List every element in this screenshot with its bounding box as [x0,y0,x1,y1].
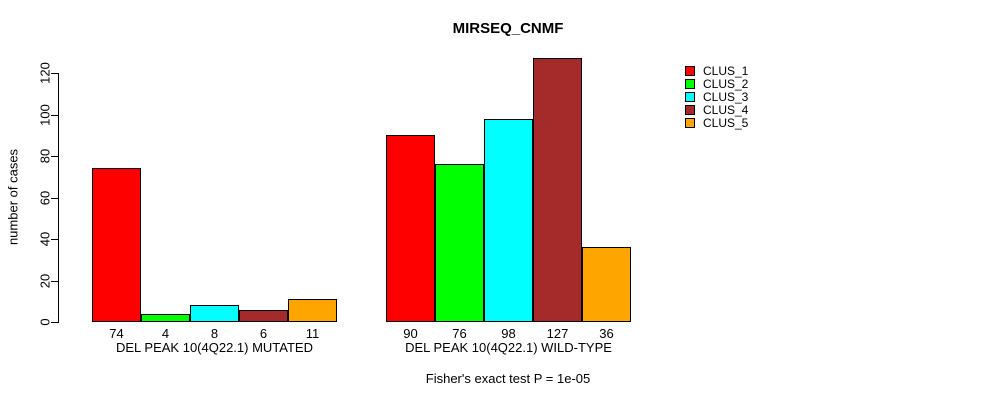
annotation-fisher-test: Fisher's exact test P = 1e-05 [425,371,591,386]
y-tick-mark [51,280,58,282]
bar-value-label: 6 [259,326,268,341]
group-label: DEL PEAK 10(4Q22.1) MUTATED [116,340,313,355]
legend-label-clus_2: CLUS_2 [703,76,749,91]
bar-value-label: 90 [403,326,418,341]
legend-swatch-clus_4 [685,105,695,116]
bar-clus_4-group1 [239,309,288,322]
group-label: DEL PEAK 10(4Q22.1) WILD-TYPE [405,340,612,355]
y-tick-label: 0 [37,318,53,326]
y-tick-label: 120 [37,62,53,84]
bar-value-label: 4 [161,326,170,341]
bar-clus_1-group2 [386,135,435,322]
y-tick-label: 60 [37,190,53,205]
bar-clus_2-group1 [141,313,190,322]
y-tick-label: 40 [37,231,53,247]
y-tick-mark [51,156,58,157]
bar-clus_2-group2 [435,164,484,322]
bar-value-label: 127 [546,326,569,341]
y-tick-label: 20 [37,273,53,288]
bar-clus_4-group2 [533,58,582,322]
bar-value-label: 76 [452,326,467,341]
bar-clus_3-group1 [190,305,239,322]
y-tick-label: 100 [37,103,53,126]
bar-clus_1-group1 [92,168,141,322]
legend-swatch-clus_5 [685,118,695,129]
y-tick-mark [51,322,58,323]
legend-swatch-clus_2 [685,78,695,89]
bar-value-label: 74 [109,326,124,341]
y-tick-label: 80 [37,148,53,164]
bar-value-label: 8 [210,326,219,341]
bar-clus_3-group2 [484,118,533,322]
legend-swatch-clus_3 [685,91,695,102]
bar-value-label: 98 [501,326,516,341]
bar-clus_5-group2 [582,247,631,322]
legend-label-clus_3: CLUS_3 [703,89,749,104]
chart-title: MIRSEQ_CNMF [452,20,564,37]
y-tick-mark [51,197,58,199]
y-axis-line [58,73,59,323]
y-tick-mark [51,114,58,116]
y-axis-label: number of cases [5,148,21,246]
legend-swatch-clus_1 [685,65,695,76]
bar-value-label: 36 [599,326,614,341]
legend-label-clus_5: CLUS_5 [703,116,749,131]
legend-label-clus_1: CLUS_1 [703,63,749,78]
legend-label-clus_4: CLUS_4 [703,103,749,118]
y-tick-mark [51,73,58,74]
bar-value-label: 11 [305,326,320,341]
bar-clus_5-group1 [288,299,337,322]
y-tick-mark [51,239,58,240]
